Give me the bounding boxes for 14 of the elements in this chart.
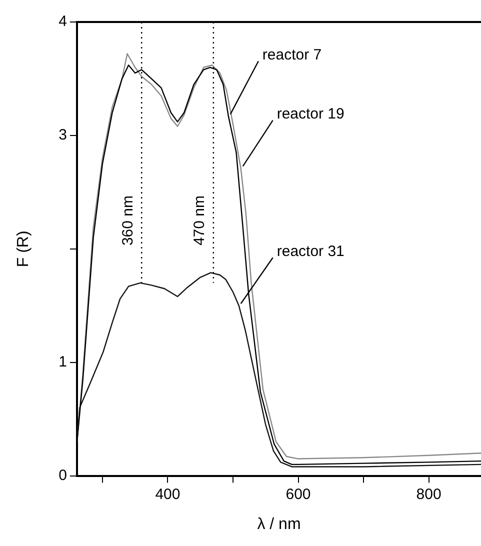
- ref-line-label: 360 nm: [119, 196, 136, 246]
- x-tick-label: 600: [286, 486, 311, 503]
- y-axis-title: F (R): [15, 230, 32, 268]
- x-axis-title: λ / nm: [257, 516, 301, 533]
- text: reactor 7: [262, 46, 322, 64]
- y-tick-label: 4: [58, 13, 67, 30]
- x-tick-label: 400: [155, 486, 180, 503]
- y-tick-label: 1: [58, 353, 67, 370]
- text: reactor 19: [276, 105, 344, 122]
- x-tick-label: 800: [416, 486, 442, 503]
- ref-line-label: 470 nm: [191, 196, 208, 246]
- text: reactor 31: [276, 242, 344, 260]
- y-tick-label: 3: [58, 126, 67, 144]
- y-tick-label: 0: [58, 466, 67, 484]
